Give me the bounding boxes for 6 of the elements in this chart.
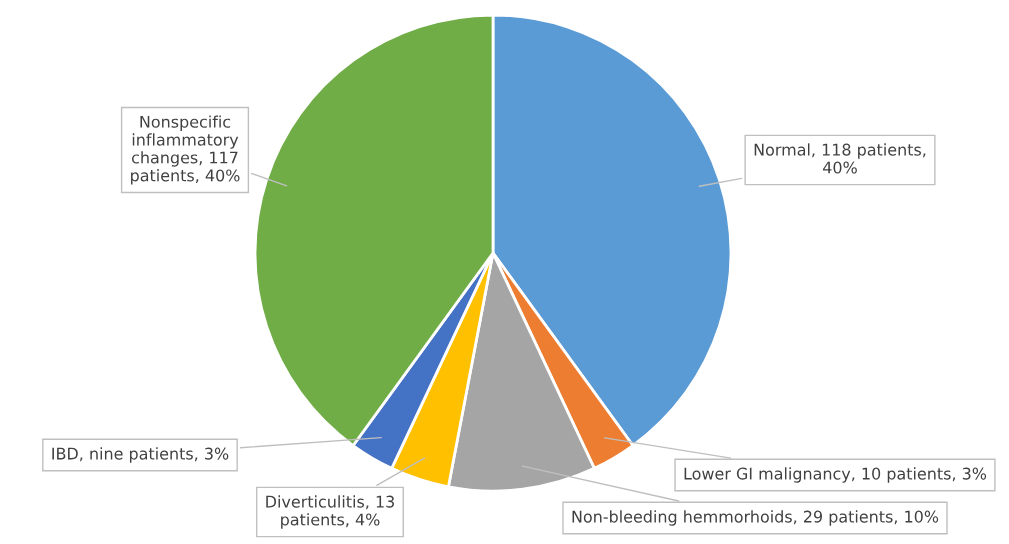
slice-label: IBD, nine patients, 3%	[52, 447, 229, 463]
slice-label: Nonspecific inflammatory changes, 117 patients, 40%	[131, 115, 240, 185]
slice-label: Lower GI malignancy, 10 patients, 3%	[684, 467, 987, 483]
slice-label: Diverticulitis, 13 patients, 4%	[266, 495, 394, 529]
slice-label: Normal, 118 patients, 40%	[754, 143, 926, 174]
slice-label: Non-bleeding hemmorhoids, 29 patients, 10%	[572, 510, 939, 526]
